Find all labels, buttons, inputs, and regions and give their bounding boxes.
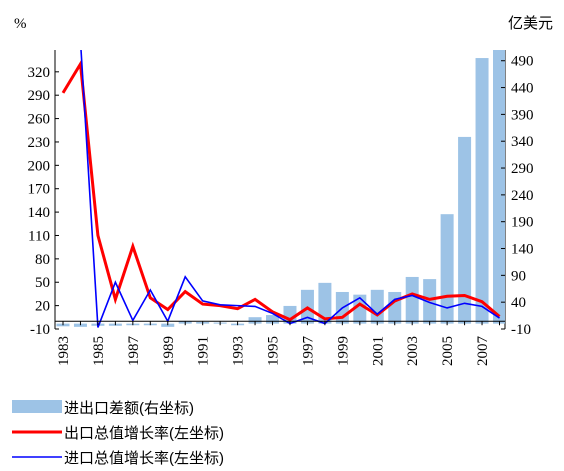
y2-tick-label: 340	[511, 134, 534, 150]
y2-tick-label: 490	[511, 54, 534, 70]
y-tick-label: 50	[35, 275, 50, 291]
x-tick-label: 2001	[370, 336, 386, 366]
x-tick-label: 1987	[126, 336, 142, 367]
x-tick-label: 2003	[405, 336, 421, 366]
y-tick-label: 230	[28, 135, 51, 151]
bar	[493, 50, 505, 324]
x-tick-label: 1989	[161, 336, 177, 366]
bar	[266, 315, 280, 324]
y2-tick-label: 290	[511, 161, 534, 177]
y2-tick-label: 240	[511, 188, 534, 204]
bar	[388, 291, 402, 324]
y-tick-label: 260	[28, 112, 51, 128]
x-tick-label: 1999	[335, 336, 351, 366]
y-tick-label: 140	[28, 205, 51, 221]
y2-tick-label: 390	[511, 107, 534, 123]
y-tick-label: 170	[28, 182, 51, 198]
bar	[370, 289, 384, 324]
y-tick-label: 320	[28, 65, 51, 81]
x-tick-label: 1995	[266, 336, 282, 366]
x-tick-label: 1985	[91, 336, 107, 366]
y-tick-label: 110	[28, 228, 50, 244]
bar	[475, 58, 489, 324]
plot-area	[56, 50, 505, 328]
y2-tick-label: 90	[511, 268, 526, 284]
y2-tick-label: 40	[511, 295, 526, 311]
y-tick-label: 20	[35, 299, 50, 315]
y2-axis-label: 亿美元	[508, 15, 553, 32]
x-tick-label: 1983	[56, 336, 72, 366]
line	[61, 59, 501, 322]
bar	[73, 323, 87, 327]
bar	[458, 136, 472, 324]
x-tick-label: 1991	[196, 336, 212, 366]
x-tick-label: 2005	[440, 336, 456, 366]
legend-label: 出口总值增长率(左坐标)	[64, 425, 224, 442]
legend-swatch	[12, 400, 62, 413]
x-tick-label: 1993	[231, 336, 247, 366]
bar	[423, 279, 437, 324]
y-tick-label: 290	[28, 88, 51, 104]
bar	[161, 323, 175, 327]
y2-tick-label: -10	[511, 322, 531, 338]
y-axis-label: %	[14, 16, 27, 32]
y2-tick-label: 140	[511, 242, 534, 258]
y-tick-label: 200	[28, 158, 51, 174]
bar	[318, 282, 332, 324]
y-tick-label: 80	[35, 252, 50, 268]
y2-tick-label: 440	[511, 81, 534, 97]
bar	[405, 276, 419, 324]
line	[80, 50, 500, 328]
y2-tick-label: 190	[511, 215, 534, 231]
y-tick-label: -10	[30, 322, 50, 338]
x-tick-label: 2007	[475, 336, 491, 367]
bar	[248, 317, 262, 324]
legend-label: 进口总值增长率(左坐标)	[64, 450, 224, 466]
x-tick-label: 1997	[300, 336, 316, 367]
legend-label: 进出口差额(右坐标)	[64, 400, 194, 417]
